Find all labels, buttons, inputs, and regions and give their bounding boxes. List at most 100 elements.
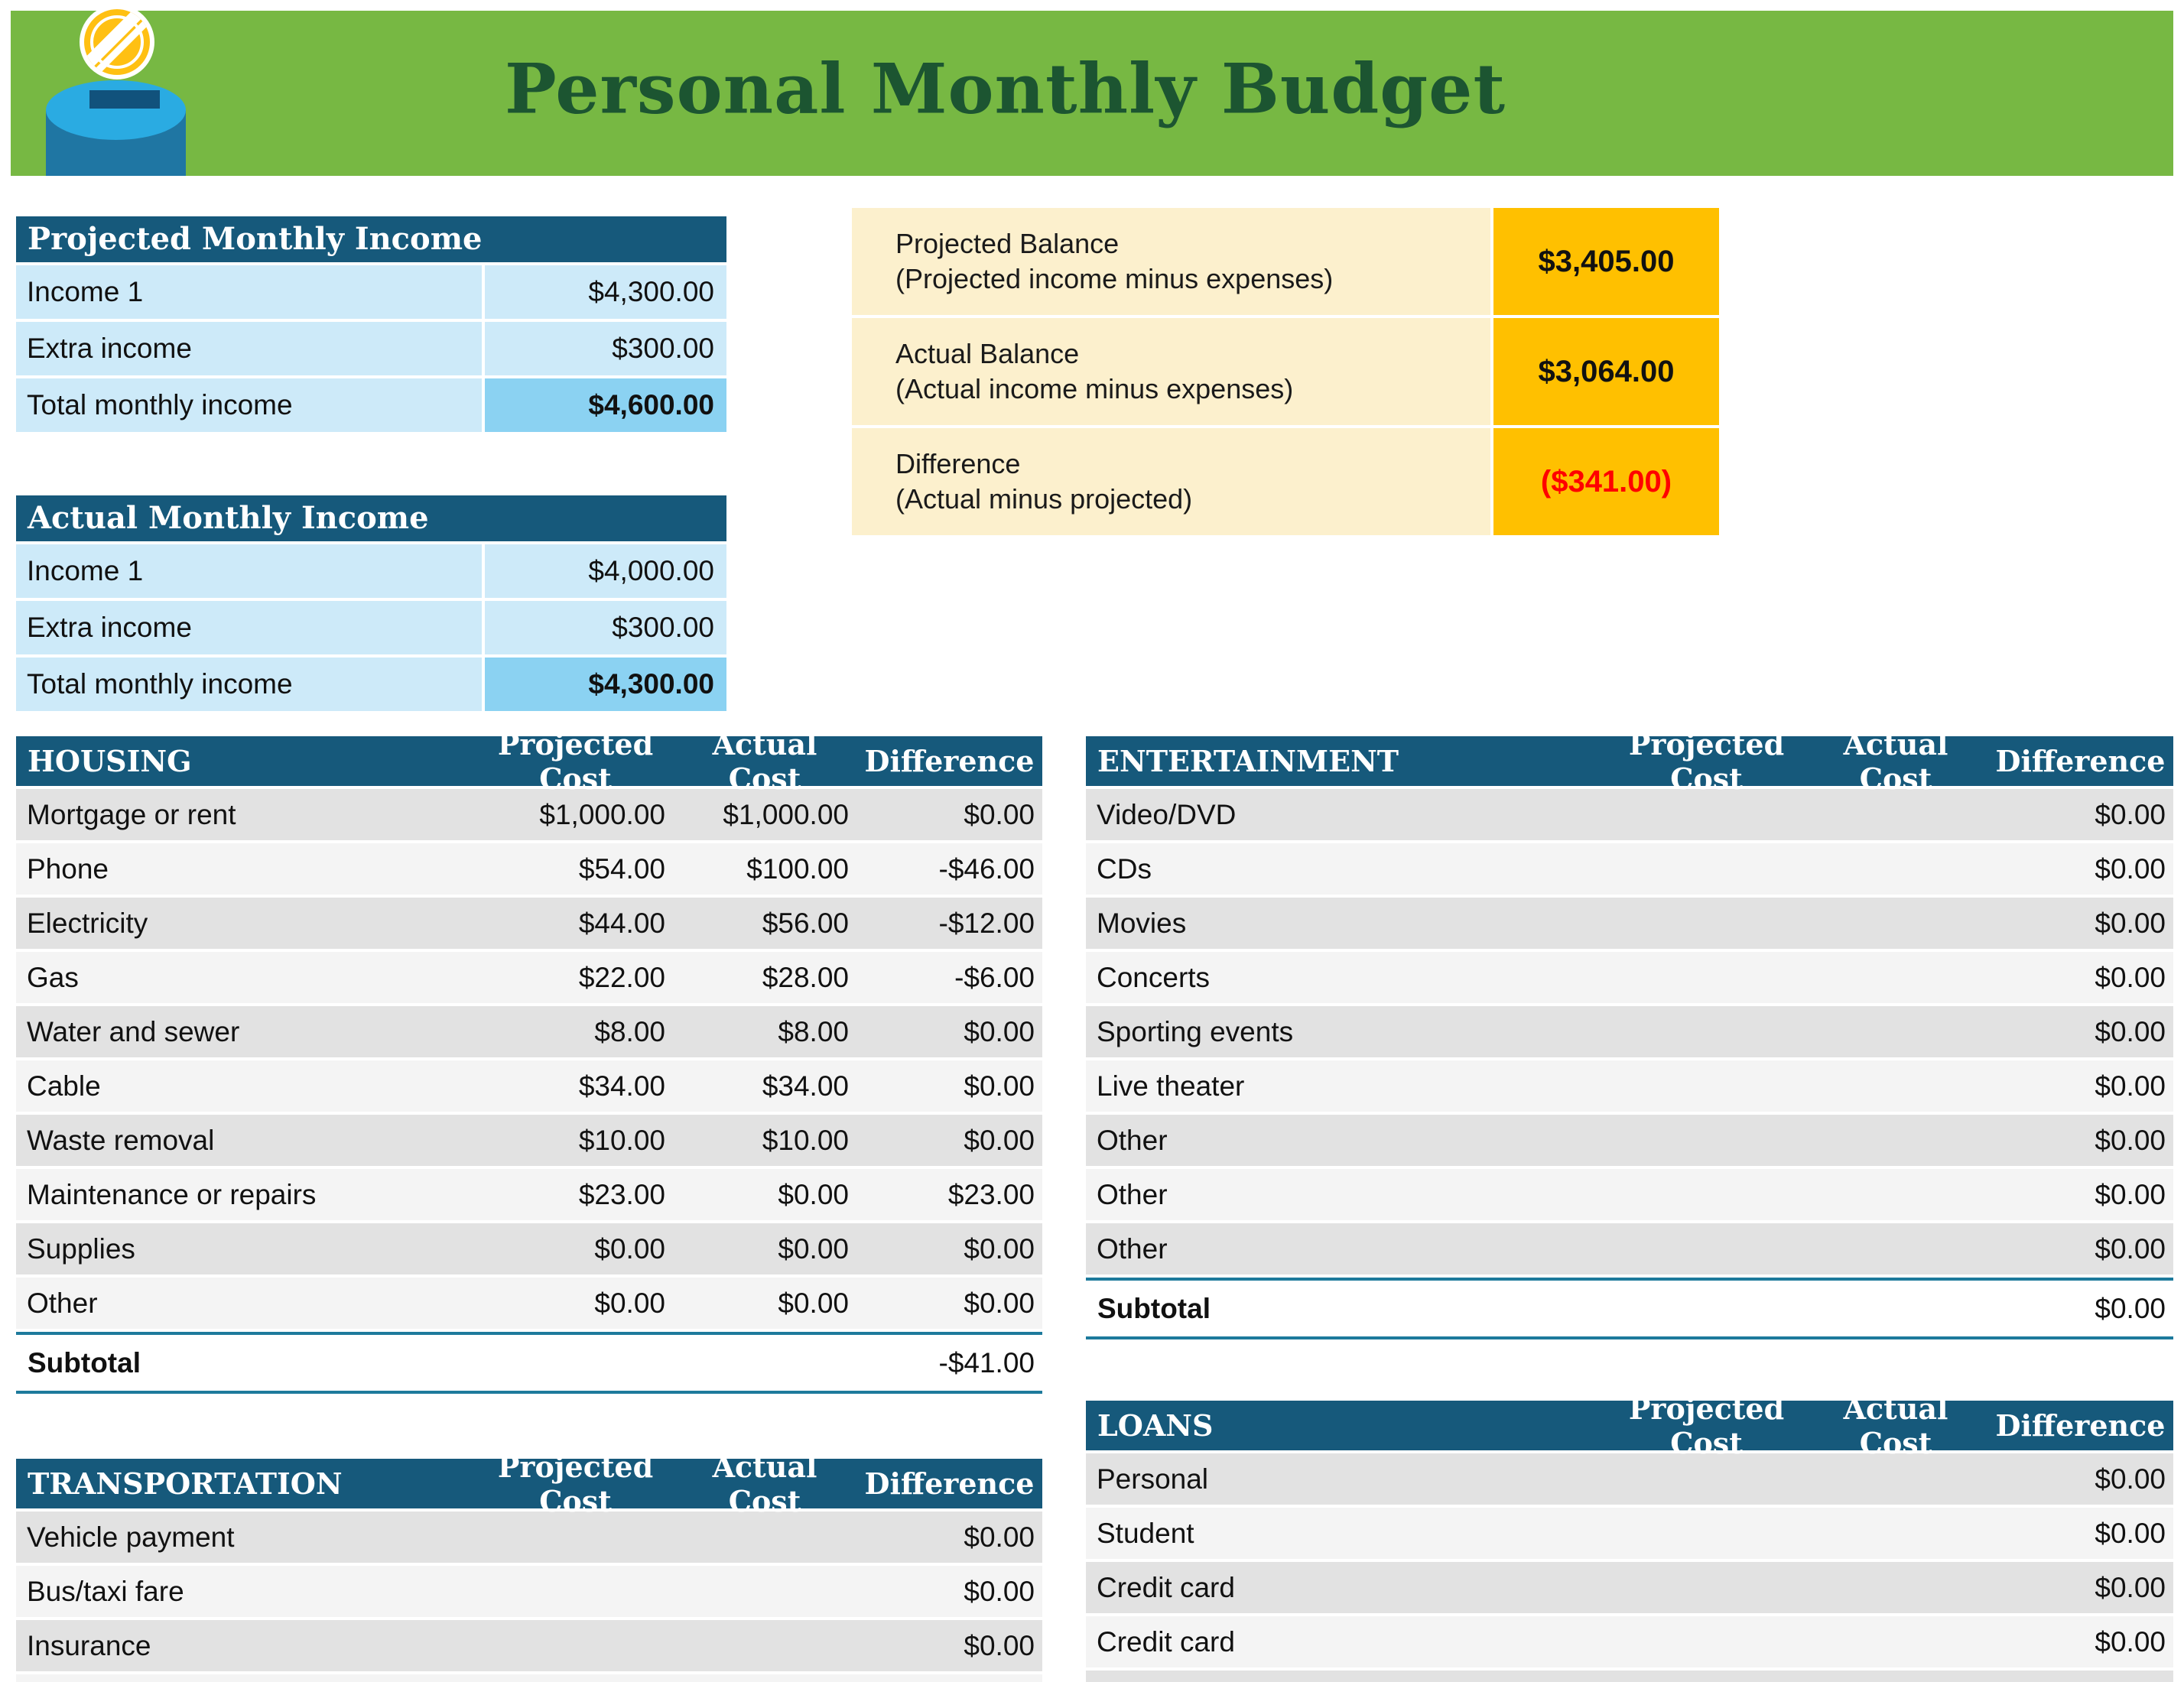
projected-cost-cell[interactable]: $8.00 xyxy=(594,1015,665,1047)
expense-label-cell[interactable]: Live theater xyxy=(1097,1070,1245,1102)
expense-label-cell[interactable]: Student xyxy=(1097,1517,1194,1549)
difference-cell[interactable]: $0.00 xyxy=(2095,1070,2166,1102)
difference-cell[interactable]: -$12.00 xyxy=(938,907,1035,939)
projected-cost-cell[interactable]: $0.00 xyxy=(594,1232,665,1265)
actual-cost-cell[interactable]: $0.00 xyxy=(778,1178,849,1210)
actual-cost-cell[interactable]: $34.00 xyxy=(762,1070,849,1102)
column-header-projected-cost[interactable]: Projected Cost xyxy=(497,1449,654,1518)
subtotal-difference-cell[interactable]: -$41.00 xyxy=(938,1346,1035,1378)
income-total-label-cell[interactable]: Total monthly income xyxy=(16,378,482,432)
actual-cost-cell[interactable]: $28.00 xyxy=(762,961,849,993)
column-header-difference[interactable]: Difference xyxy=(1995,744,2166,778)
expense-label-cell[interactable]: Water and sewer xyxy=(27,1015,240,1047)
difference-cell[interactable]: $0.00 xyxy=(2095,1124,2166,1156)
balance-label-cell[interactable]: Difference (Actual minus projected) xyxy=(852,428,1490,535)
income-value-cell[interactable]: $300.00 xyxy=(485,322,726,375)
projected-cost-cell[interactable]: $34.00 xyxy=(578,1070,665,1102)
balance-value-cell[interactable]: $3,405.00 xyxy=(1493,208,1719,315)
difference-cell[interactable]: $0.00 xyxy=(964,1070,1035,1102)
projected-cost-cell[interactable]: $54.00 xyxy=(578,852,665,885)
expense-label-cell[interactable]: Supplies xyxy=(27,1232,135,1265)
expense-label-cell[interactable]: Cable xyxy=(27,1070,101,1102)
actual-cost-cell[interactable]: $56.00 xyxy=(762,907,849,939)
projected-cost-cell[interactable]: $22.00 xyxy=(578,961,665,993)
column-header-difference[interactable]: Difference xyxy=(864,1466,1035,1501)
difference-cell[interactable]: $0.00 xyxy=(964,1575,1035,1607)
table-title[interactable]: HOUSING xyxy=(28,744,192,778)
table-title[interactable]: LOANS xyxy=(1097,1408,1214,1443)
difference-cell[interactable]: $0.00 xyxy=(964,1287,1035,1319)
expense-label-cell[interactable]: Gas xyxy=(27,961,79,993)
expense-label-cell[interactable]: Credit card xyxy=(1097,1571,1235,1603)
difference-cell[interactable]: $0.00 xyxy=(2095,907,2166,939)
expense-label-cell[interactable]: Vehicle payment xyxy=(27,1521,235,1553)
expense-label-cell[interactable]: Movies xyxy=(1097,907,1187,939)
projected-cost-cell[interactable]: $10.00 xyxy=(578,1124,665,1156)
expense-label-cell[interactable]: CDs xyxy=(1097,852,1152,885)
column-header-projected-cost[interactable]: Projected Cost xyxy=(1628,726,1785,796)
difference-cell[interactable]: $0.00 xyxy=(2095,961,2166,993)
difference-cell[interactable]: $0.00 xyxy=(964,1232,1035,1265)
column-header-projected-cost[interactable]: Projected Cost xyxy=(497,726,654,796)
expense-label-cell[interactable]: Electricity xyxy=(27,907,148,939)
difference-cell[interactable]: $0.00 xyxy=(2095,1517,2166,1549)
expense-label-cell[interactable]: Phone xyxy=(27,852,109,885)
difference-cell[interactable]: $0.00 xyxy=(2095,1625,2166,1658)
difference-cell[interactable]: -$6.00 xyxy=(954,961,1035,993)
table-title[interactable]: TRANSPORTATION xyxy=(28,1466,343,1501)
difference-cell[interactable]: $0.00 xyxy=(964,798,1035,830)
difference-cell[interactable]: $0.00 xyxy=(2095,798,2166,830)
column-header-actual-cost[interactable]: Actual Cost xyxy=(712,1449,817,1518)
income-label-cell[interactable]: Income 1 xyxy=(16,265,482,319)
expense-label-cell[interactable]: Other xyxy=(27,1287,98,1319)
actual-cost-cell[interactable]: $0.00 xyxy=(778,1232,849,1265)
difference-cell[interactable]: $0.00 xyxy=(2095,1015,2166,1047)
balance-value-cell[interactable]: $3,064.00 xyxy=(1493,318,1719,425)
income-value-cell[interactable]: $300.00 xyxy=(485,601,726,654)
difference-cell[interactable]: $0.00 xyxy=(2095,1232,2166,1265)
column-header-actual-cost[interactable]: Actual Cost xyxy=(1843,726,1948,796)
income-total-value-cell[interactable]: $4,300.00 xyxy=(485,658,726,711)
income-value-cell[interactable]: $4,300.00 xyxy=(485,265,726,319)
projected-cost-cell[interactable]: $44.00 xyxy=(578,907,665,939)
expense-label-cell[interactable]: Concerts xyxy=(1097,961,1211,993)
difference-cell[interactable]: $0.00 xyxy=(2095,1178,2166,1210)
balance-label-cell[interactable]: Actual Balance (Actual income minus expen… xyxy=(852,318,1490,425)
subtotal-difference-cell[interactable]: $0.00 xyxy=(2095,1292,2166,1324)
difference-cell[interactable]: $0.00 xyxy=(2095,852,2166,885)
actual-cost-cell[interactable]: $8.00 xyxy=(778,1015,849,1047)
expense-label-cell[interactable]: Other xyxy=(1097,1232,1168,1265)
balance-value-cell[interactable]: ($341.00) xyxy=(1493,428,1719,535)
expense-label-cell[interactable]: Other xyxy=(1097,1178,1168,1210)
projected-cost-cell[interactable]: $0.00 xyxy=(594,1287,665,1319)
income-total-value-cell[interactable]: $4,600.00 xyxy=(485,378,726,432)
difference-cell[interactable]: $0.00 xyxy=(964,1015,1035,1047)
expense-label-cell[interactable]: Mortgage or rent xyxy=(27,798,236,830)
actual-cost-cell[interactable]: $1,000.00 xyxy=(723,798,849,830)
expense-label-cell[interactable]: Video/DVD xyxy=(1097,798,1237,830)
income-label-cell[interactable]: Extra income xyxy=(16,601,482,654)
expense-label-cell[interactable]: Sporting events xyxy=(1097,1015,1294,1047)
difference-cell[interactable]: $0.00 xyxy=(2095,1571,2166,1603)
income-total-label-cell[interactable]: Total monthly income xyxy=(16,658,482,711)
difference-cell[interactable]: $23.00 xyxy=(947,1178,1035,1210)
actual-cost-cell[interactable]: $10.00 xyxy=(762,1124,849,1156)
actual-cost-cell[interactable]: $0.00 xyxy=(778,1287,849,1319)
expense-label-cell[interactable]: Insurance xyxy=(27,1629,151,1661)
income-label-cell[interactable]: Extra income xyxy=(16,322,482,375)
expense-label-cell[interactable]: Maintenance or repairs xyxy=(27,1178,317,1210)
projected-cost-cell[interactable]: $23.00 xyxy=(578,1178,665,1210)
column-header-difference[interactable]: Difference xyxy=(1995,1408,2166,1443)
income-label-cell[interactable]: Income 1 xyxy=(16,544,482,598)
difference-cell[interactable]: $0.00 xyxy=(964,1124,1035,1156)
column-header-difference[interactable]: Difference xyxy=(864,744,1035,778)
difference-cell[interactable]: $0.00 xyxy=(964,1521,1035,1553)
expense-label-cell[interactable]: Personal xyxy=(1097,1463,1209,1495)
expense-label-cell[interactable]: Credit card xyxy=(1097,1625,1235,1658)
projected-cost-cell[interactable]: $1,000.00 xyxy=(539,798,665,830)
column-header-projected-cost[interactable]: Projected Cost xyxy=(1628,1391,1785,1460)
difference-cell[interactable]: $0.00 xyxy=(964,1629,1035,1661)
column-header-actual-cost[interactable]: Actual Cost xyxy=(712,726,817,796)
expense-label-cell[interactable]: Bus/taxi fare xyxy=(27,1575,184,1607)
actual-cost-cell[interactable]: $100.00 xyxy=(746,852,849,885)
